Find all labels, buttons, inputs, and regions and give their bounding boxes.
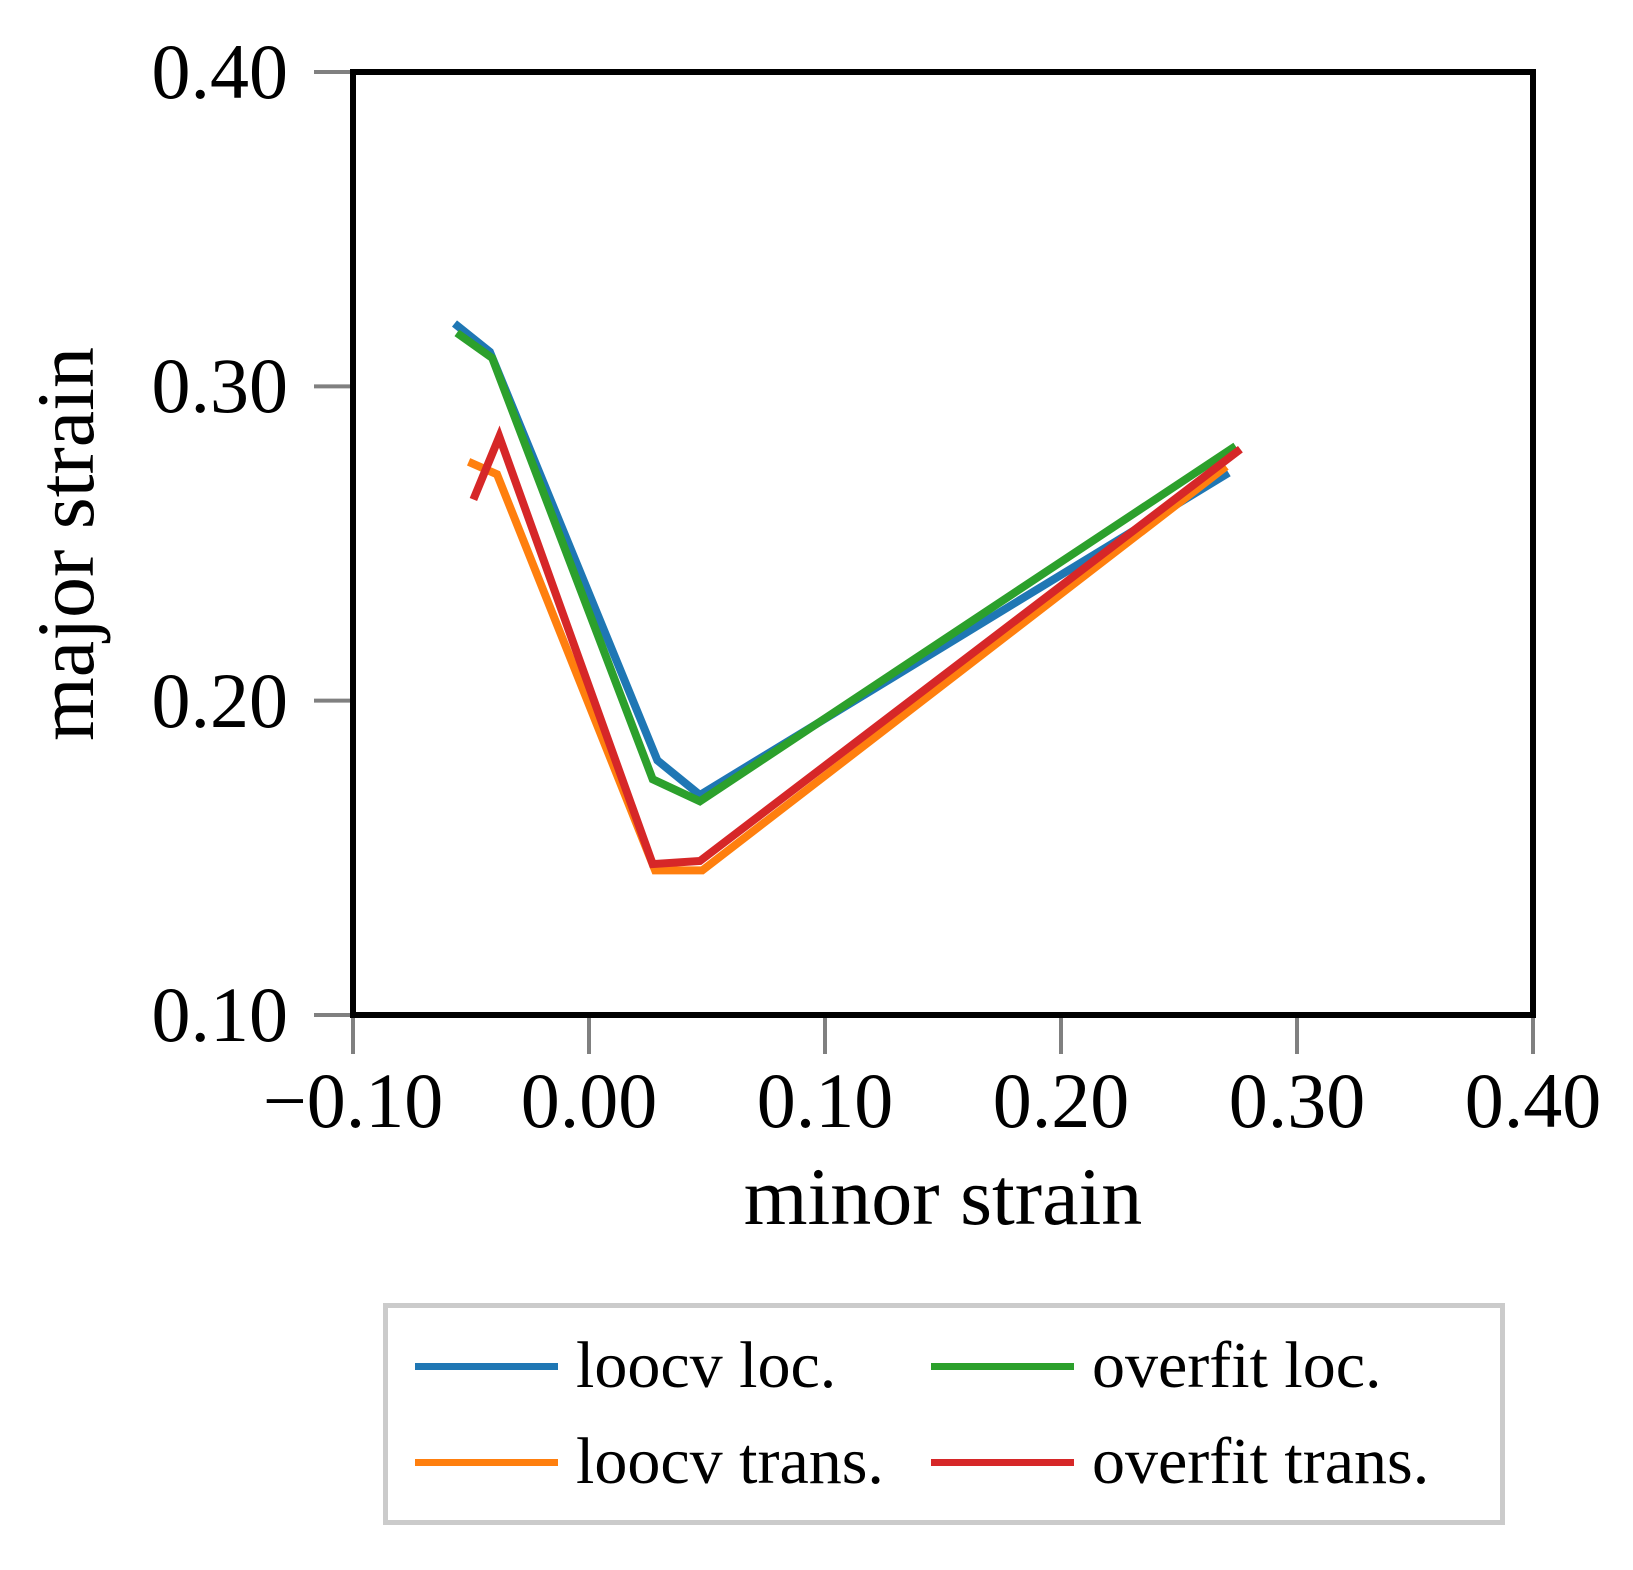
plot-border (350, 69, 1536, 1018)
legend-label: loocv trans. (576, 1425, 884, 1498)
legend-line-swatch (415, 1458, 558, 1466)
legend-line-swatch (415, 1362, 558, 1370)
series-line-overfit-trans (469, 425, 1243, 869)
y-tick-label: 0.30 (151, 342, 289, 430)
legend-item: overfit loc. (931, 1333, 1490, 1399)
legend-item: loocv trans. (415, 1429, 931, 1495)
x-tick-label: 0.30 (1228, 1057, 1366, 1144)
legend-label: loocv loc. (576, 1329, 837, 1402)
legend-line-swatch (931, 1458, 1074, 1466)
legend-label: overfit trans. (1092, 1425, 1430, 1498)
legend-item: overfit trans. (931, 1429, 1490, 1495)
legend-item: loocv loc. (415, 1333, 931, 1399)
y-tick-label: 0.40 (151, 28, 289, 115)
x-axis-label: minor strain (743, 1151, 1143, 1242)
legend: loocv loc. overfit loc. loocv trans. overfi… (383, 1303, 1505, 1525)
y-ticks (314, 70, 350, 1017)
x-tick-label: 0.20 (992, 1057, 1130, 1144)
x-tick-label: −0.10 (262, 1057, 444, 1144)
x-ticks (351, 1018, 1535, 1054)
legend-label: overfit loc. (1092, 1329, 1382, 1402)
x-tick-label: 0.10 (756, 1057, 894, 1144)
y-tick-label: 0.10 (151, 971, 289, 1058)
series-line-overfit-loc (454, 329, 1238, 806)
y-axis-label: major strain (20, 347, 111, 741)
x-tick-label: 0.00 (520, 1057, 658, 1144)
x-tick-label: 0.40 (1464, 1057, 1602, 1144)
legend-line-swatch (931, 1362, 1074, 1370)
y-tick-label: 0.20 (151, 656, 289, 744)
